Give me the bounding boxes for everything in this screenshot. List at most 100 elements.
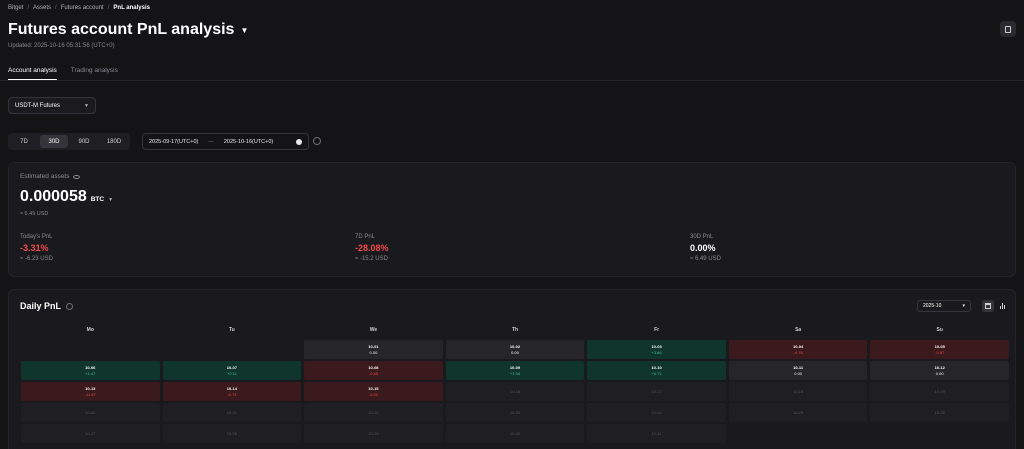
calendar-view-button[interactable] <box>982 300 994 312</box>
page-title: Futures account PnL analysis <box>8 21 235 38</box>
calendar-day-cell[interactable]: 10-11 0.00 <box>728 361 868 380</box>
account-type-select[interactable]: USDT-M Futures ▼ <box>8 97 96 114</box>
day-date: 10-23 <box>509 409 521 415</box>
todays-pnl: Today's PnL -3.31% ≈ -6.23 USD <box>20 234 53 262</box>
calendar-day-cell[interactable]: 10-25 <box>728 403 868 422</box>
day-date: 10-08 <box>368 364 379 370</box>
calendar-day-cell[interactable]: 10-28 <box>162 424 302 443</box>
day-date: 10-10 <box>651 364 662 370</box>
calendar-day-cell[interactable]: 10-03 +3.66 <box>587 340 726 359</box>
info-icon[interactable] <box>313 137 321 145</box>
calendar-day-cell[interactable]: 10-31 <box>587 424 726 443</box>
chevron-down-icon: ▼ <box>84 102 89 109</box>
calendar-day-cell[interactable]: 10-09 +1.04 <box>445 361 585 380</box>
day-date: 10-12 <box>934 364 945 370</box>
day-date: 10-29 <box>368 430 379 436</box>
calendar-day-cell[interactable]: 10-13 -11.67 <box>21 382 160 401</box>
pnl-usd: ≈ 6.49 USD <box>690 256 721 262</box>
calendar-day-cell[interactable]: 10-24 <box>587 403 726 422</box>
calendar-day-cell[interactable]: 10-12 0.00 <box>870 361 1009 380</box>
calendar-day-cell[interactable]: 10-10 +0.71 <box>587 361 726 380</box>
range-180d[interactable]: 180D <box>106 138 122 145</box>
range-30d[interactable]: 30D <box>40 135 68 148</box>
tabs: Account analysis Trading analysis <box>8 67 118 80</box>
day-pnl-value: -0.22 <box>368 391 378 397</box>
calendar-day-cell[interactable]: 10-17 <box>587 382 726 401</box>
day-date: 10-01 <box>368 343 379 349</box>
bar-chart-icon <box>999 303 1005 309</box>
calendar-day-cell[interactable]: 10-14 -0.73 <box>162 382 302 401</box>
date-range-start: 2025-09-17(UTC+0) <box>149 138 199 145</box>
day-date: 10-25 <box>793 409 804 415</box>
day-pnl-value: +0.71 <box>651 370 662 376</box>
estimated-assets-value-row: 0.000058 BTC ▼ <box>20 188 113 206</box>
month-select[interactable]: 2025-10 ▾ <box>917 300 971 312</box>
estimated-assets-label: Estimated assets <box>20 173 70 180</box>
calendar-day-cell[interactable]: 10-05 -0.87 <box>870 340 1009 359</box>
day-date: 10-28 <box>226 430 237 436</box>
calendar-day-cell[interactable]: 10-08 -0.45 <box>304 361 443 380</box>
weekday-label: Fr <box>654 327 660 333</box>
day-date: 10-15 <box>368 385 379 391</box>
pnl-label: 7D PnL <box>355 234 376 240</box>
weekday-label: Th <box>511 327 519 333</box>
calendar-day-cell[interactable]: 10-16 <box>445 382 585 401</box>
date-range-picker[interactable]: 2025-09-17(UTC+0) — 2025-10-16(UTC+0) <box>142 133 309 150</box>
day-date: 10-22 <box>368 409 379 415</box>
calendar-day-cell[interactable]: 10-21 <box>162 403 302 422</box>
day-pnl-value: +1.04 <box>509 370 521 376</box>
breadcrumb-current: PnL analysis <box>113 5 150 11</box>
breadcrumb-bitget[interactable]: Bitget <box>8 5 24 11</box>
title-row: Futures account PnL analysis ▼ <box>8 21 248 39</box>
eye-icon[interactable] <box>72 174 80 179</box>
chart-view-button[interactable] <box>996 300 1008 312</box>
calendar-day-cell[interactable]: 10-04 -9.76 <box>728 340 868 359</box>
calendar-day-cell[interactable]: 10-23 <box>445 403 585 422</box>
pnl-value: -28.08% <box>355 243 389 253</box>
calendar-day-cell[interactable]: 10-22 <box>304 403 443 422</box>
day-date: 10-24 <box>651 409 662 415</box>
tabs-divider <box>0 80 1024 81</box>
30d-pnl: 30D PnL 0.00% ≈ 6.49 USD <box>690 234 721 262</box>
day-date: 10-05 <box>934 343 945 349</box>
calendar-day-cell[interactable]: 10-20 <box>21 403 160 422</box>
range-7d[interactable]: 7D <box>20 138 28 145</box>
title-dropdown-icon[interactable]: ▼ <box>240 25 249 35</box>
copy-button[interactable] <box>1000 21 1016 37</box>
day-date: 10-27 <box>85 430 96 436</box>
calendar-grid: 10-01 0.00 10-02 0.00 10-03 +3.66 10-04 -9.76 10… <box>21 340 1009 443</box>
currency-select[interactable]: BTC <box>90 196 105 203</box>
calendar-day-cell[interactable]: 10-01 0.00 <box>304 340 443 359</box>
calendar-day-cell[interactable]: 10-27 <box>21 424 160 443</box>
day-pnl-value: +0.11 <box>226 370 237 376</box>
calendar-day-cell[interactable]: 10-29 <box>304 424 443 443</box>
breadcrumb-futures-account[interactable]: Futures account <box>60 5 104 11</box>
tab-trading-analysis[interactable]: Trading analysis <box>70 67 118 74</box>
copy-icon <box>1005 25 1011 33</box>
calendar-day-cell[interactable]: 10-07 +0.11 <box>162 361 302 380</box>
calendar-day-cell[interactable]: 10-06 +1.47 <box>21 361 160 380</box>
updated-timestamp: Updated: 2025-10-16 05:31:56 (UTC+0) <box>8 43 115 49</box>
pnl-label: 30D PnL <box>690 234 714 240</box>
daily-pnl-card: Daily PnL 2025-10 ▾ Mo Tu We Th Fr Sa Su… <box>8 289 1016 449</box>
date-range-separator: — <box>208 138 214 145</box>
info-icon[interactable] <box>66 302 74 310</box>
tab-account-analysis[interactable]: Account analysis <box>8 67 57 80</box>
range-90d[interactable]: 90D <box>78 138 90 145</box>
calendar-day-cell[interactable]: 10-30 <box>445 424 585 443</box>
calendar-empty-cell <box>163 340 302 359</box>
day-pnl-value: 0.00 <box>511 349 519 355</box>
weekday-label: Sa <box>795 327 802 333</box>
calendar-day-cell[interactable]: 10-26 <box>870 403 1009 422</box>
calendar-day-cell[interactable]: 10-19 <box>870 382 1009 401</box>
day-pnl-value: +1.47 <box>85 370 96 376</box>
calendar-day-cell[interactable]: 10-18 <box>728 382 868 401</box>
calendar-day-cell[interactable]: 10-15 -0.22 <box>304 382 443 401</box>
range-selector: 7D 30D 90D 180D <box>8 133 130 150</box>
chevron-down-icon[interactable]: ▼ <box>108 197 114 203</box>
clock-icon <box>296 138 302 145</box>
day-date: 10-09 <box>509 364 521 370</box>
day-date: 10-26 <box>934 409 945 415</box>
breadcrumb-assets[interactable]: Assets <box>33 5 52 11</box>
calendar-day-cell[interactable]: 10-02 0.00 <box>445 340 585 359</box>
